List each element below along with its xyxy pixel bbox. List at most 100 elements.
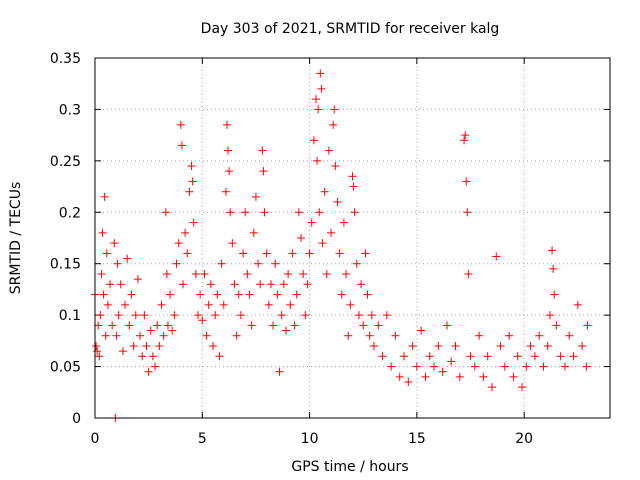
data-point xyxy=(363,290,372,299)
data-point xyxy=(112,331,121,340)
data-point xyxy=(258,146,267,155)
data-point xyxy=(106,280,115,289)
data-point xyxy=(183,249,192,258)
data-point xyxy=(466,352,475,361)
data-point xyxy=(324,146,333,155)
y-tick-label: 0.25 xyxy=(50,154,81,170)
data-point xyxy=(198,316,207,325)
data-point xyxy=(98,228,107,237)
data-point xyxy=(162,270,171,278)
data-point xyxy=(408,342,417,350)
data-point xyxy=(313,156,322,165)
data-point xyxy=(151,362,160,371)
data-point xyxy=(121,300,130,309)
data-point xyxy=(178,280,187,289)
data-point xyxy=(185,187,194,196)
data-point xyxy=(103,300,112,309)
data-point xyxy=(114,311,123,320)
data-point xyxy=(451,342,460,350)
data-point xyxy=(273,290,282,299)
data-point xyxy=(305,249,314,258)
data-point xyxy=(322,270,331,278)
data-point xyxy=(583,321,592,330)
data-point xyxy=(400,352,408,361)
tick-marks xyxy=(94,57,610,419)
data-point xyxy=(297,234,305,242)
data-point xyxy=(209,342,218,350)
data-point xyxy=(365,331,374,340)
data-point xyxy=(99,290,108,299)
data-point xyxy=(333,198,342,206)
data-point xyxy=(430,362,439,371)
data-point xyxy=(361,249,370,258)
data-point xyxy=(219,300,228,309)
data-point xyxy=(518,383,527,392)
data-point xyxy=(369,342,378,350)
data-point xyxy=(290,321,299,330)
data-point xyxy=(505,331,514,340)
data-point xyxy=(241,208,250,217)
data-point xyxy=(113,259,122,268)
data-point xyxy=(382,311,391,320)
data-point xyxy=(275,367,284,376)
data-point xyxy=(131,311,140,320)
y-tick-label: 0.3 xyxy=(59,102,81,118)
y-tick-label: 0.1 xyxy=(59,308,81,324)
data-point xyxy=(374,321,383,330)
data-point xyxy=(535,331,544,340)
data-point xyxy=(100,192,109,201)
data-point xyxy=(127,290,136,299)
data-point xyxy=(303,280,312,289)
data-point xyxy=(569,352,578,361)
data-point xyxy=(93,347,102,356)
data-point xyxy=(346,300,355,309)
data-point xyxy=(148,352,157,361)
chart-title: Day 303 of 2021, SRMTID for receiver kal… xyxy=(201,21,500,37)
data-point xyxy=(496,342,505,350)
data-point xyxy=(479,372,488,381)
data-point xyxy=(236,311,245,320)
data-point xyxy=(560,362,569,371)
y-tick-labels: 0 0.05 0.1 0.15 0.2 0.25 0.3 0.35 xyxy=(50,51,81,427)
data-point xyxy=(463,208,472,217)
data-point xyxy=(286,300,295,309)
data-point xyxy=(549,264,558,273)
data-point xyxy=(329,120,338,129)
data-point xyxy=(189,218,198,227)
data-point xyxy=(500,362,509,371)
data-point xyxy=(421,372,430,381)
data-point xyxy=(271,259,280,268)
data-point xyxy=(301,311,310,320)
data-point xyxy=(221,187,230,196)
data-point xyxy=(279,280,288,289)
data-point xyxy=(350,208,359,217)
x-tick-label: 20 xyxy=(515,431,533,447)
data-point xyxy=(157,300,166,309)
y-tick-label: 0.05 xyxy=(50,360,81,376)
data-point xyxy=(530,352,539,361)
data-point xyxy=(204,300,213,309)
data-point xyxy=(259,167,268,176)
data-point xyxy=(284,270,293,278)
data-point xyxy=(170,311,179,320)
data-point xyxy=(354,311,363,320)
data-point xyxy=(225,167,234,176)
data-point xyxy=(254,259,263,268)
data-point xyxy=(118,347,127,356)
data-point xyxy=(582,362,591,371)
data-point xyxy=(565,331,574,340)
data-point xyxy=(483,352,492,361)
data-point xyxy=(281,326,290,335)
data-point xyxy=(294,208,303,217)
data-point xyxy=(367,311,376,320)
data-point xyxy=(543,342,552,350)
data-point xyxy=(331,162,340,170)
data-point xyxy=(92,342,101,350)
data-point xyxy=(260,208,269,217)
data-point xyxy=(202,331,211,340)
data-point xyxy=(245,290,254,299)
data-point xyxy=(342,270,351,278)
data-point xyxy=(337,290,346,299)
data-point xyxy=(455,372,464,381)
